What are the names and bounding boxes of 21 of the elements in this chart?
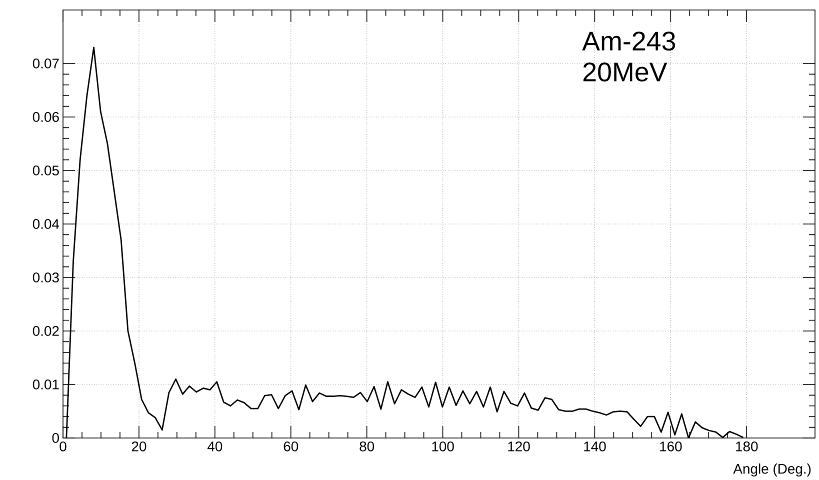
y-tick-label: 0.05 <box>32 166 59 176</box>
x-tick-label: 40 <box>207 442 222 452</box>
y-tick-label: 0.02 <box>32 326 59 336</box>
annotation: 20MeV <box>583 62 668 82</box>
y-tick-label: 0.01 <box>32 380 59 390</box>
y-tick-label: 0 <box>52 433 59 444</box>
y-tick-label: 0.03 <box>32 272 59 283</box>
x-tick-label: 160 <box>660 442 682 452</box>
x-tick-label: 0 <box>60 442 66 452</box>
y-tick-label: 0.07 <box>32 58 59 69</box>
x-tick-label: 100 <box>432 442 454 452</box>
y-tick-label: 0.04 <box>32 219 60 230</box>
x-tick-label: 120 <box>508 442 530 452</box>
x-tick-label: 140 <box>584 442 606 452</box>
y-tick-label: 0.06 <box>32 112 59 122</box>
x-tick-label: 80 <box>360 442 374 452</box>
x-tick-label: 180 <box>736 442 758 452</box>
annotation: Am-243 <box>582 32 676 51</box>
x-axis-title: Angle (Deg.) <box>733 464 811 477</box>
x-tick-label: 60 <box>284 442 298 452</box>
x-tick-label: 20 <box>132 442 146 452</box>
